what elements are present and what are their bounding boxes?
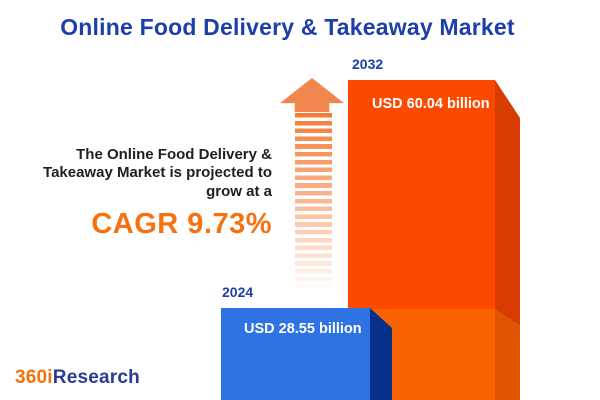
growth-arrow-up-icon <box>280 78 344 112</box>
growth-arrow-dashed-stem-icon <box>295 113 332 293</box>
year-label-2024: 2024 <box>222 284 254 300</box>
logo: 360iResearch <box>15 367 140 389</box>
bar-2024-value-label: USD 28.55 billion <box>244 321 362 337</box>
annotation-block: The Online Food Delivery & Takeaway Mark… <box>26 146 272 241</box>
logo-research-text: Research <box>52 367 140 388</box>
bar-2032-side-lower <box>495 309 520 400</box>
bar-2024-face <box>221 308 370 400</box>
logo-360i-text: 360i <box>15 367 53 388</box>
bar-2032-side <box>495 80 520 400</box>
year-label-2032: 2032 <box>352 56 384 72</box>
bar-2024-side <box>370 308 392 400</box>
bar-2032-value-label: USD 60.04 billion <box>372 96 490 112</box>
cagr-value: CAGR 9.73% <box>91 207 272 240</box>
bar-2024 <box>221 308 392 400</box>
chart-title: Online Food Delivery & Takeaway Market <box>60 14 515 40</box>
annotation-text: The Online Food Delivery & Takeaway Mark… <box>43 146 272 200</box>
